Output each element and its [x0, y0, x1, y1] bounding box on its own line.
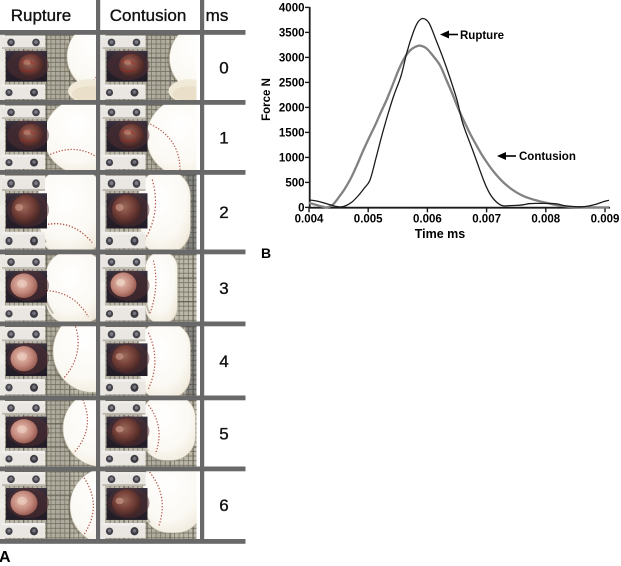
svg-text:0.005: 0.005 — [354, 214, 383, 226]
svg-text:2000: 2000 — [279, 102, 305, 114]
svg-text:A: A — [0, 549, 11, 566]
svg-text:0: 0 — [219, 58, 228, 77]
svg-text:Rupture: Rupture — [460, 30, 504, 42]
svg-text:0.009: 0.009 — [591, 214, 620, 226]
svg-text:Force N: Force N — [261, 78, 273, 121]
svg-text:Contusion: Contusion — [519, 151, 576, 163]
svg-text:1: 1 — [219, 128, 228, 147]
svg-text:3500: 3500 — [279, 27, 305, 39]
svg-text:0.004: 0.004 — [295, 214, 324, 226]
svg-text:0.006: 0.006 — [413, 214, 442, 226]
svg-text:Contusion: Contusion — [110, 6, 187, 25]
svg-text:6: 6 — [219, 496, 228, 515]
svg-text:4000: 4000 — [279, 2, 305, 14]
svg-text:0.008: 0.008 — [531, 214, 560, 226]
svg-text:1000: 1000 — [279, 152, 305, 164]
svg-text:5: 5 — [219, 424, 228, 443]
svg-text:0: 0 — [298, 202, 304, 214]
svg-text:4: 4 — [219, 352, 228, 371]
svg-text:0.007: 0.007 — [472, 214, 501, 226]
svg-text:1500: 1500 — [279, 127, 305, 139]
svg-text:Rupture: Rupture — [11, 6, 71, 25]
svg-text:500: 500 — [285, 177, 304, 189]
svg-text:3: 3 — [219, 279, 228, 298]
svg-text:ms: ms — [206, 6, 229, 25]
svg-text:B: B — [261, 245, 271, 261]
svg-text:2: 2 — [219, 203, 228, 222]
svg-text:2500: 2500 — [279, 77, 305, 89]
svg-text:3000: 3000 — [279, 52, 305, 64]
svg-text:Time ms: Time ms — [415, 227, 466, 241]
